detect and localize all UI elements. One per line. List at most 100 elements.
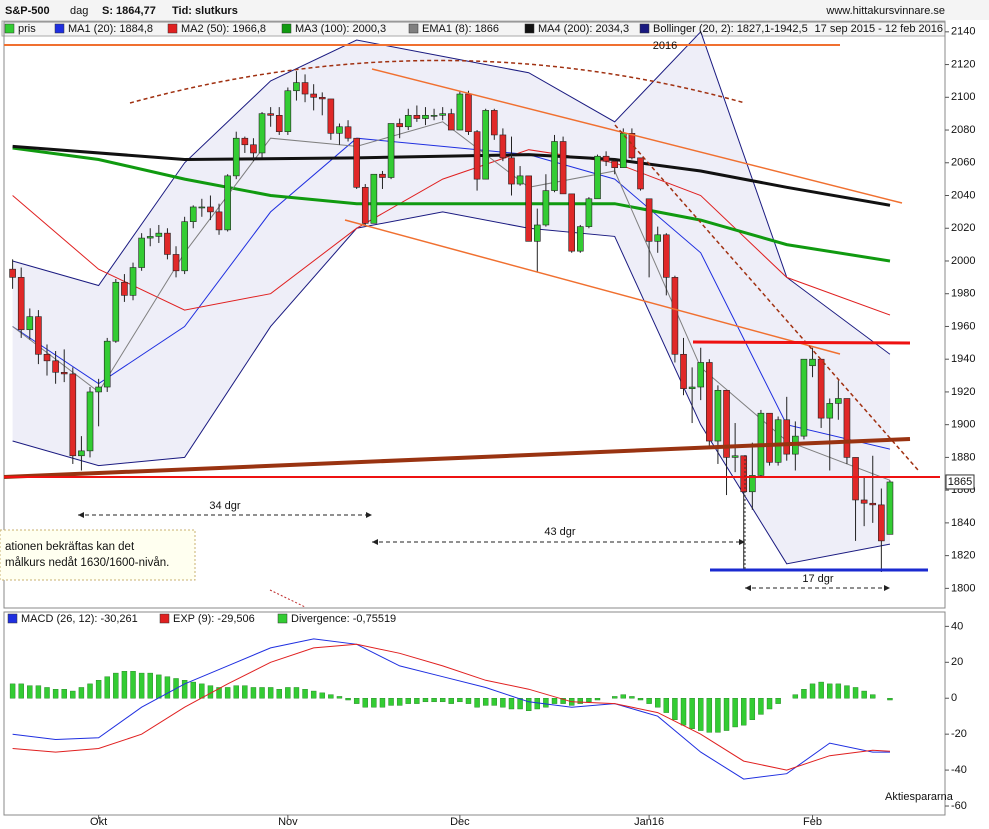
y-tick-label: 1920 — [951, 386, 975, 398]
candle-body — [258, 113, 266, 154]
candle-body — [301, 82, 309, 95]
divergence-bar — [560, 698, 566, 704]
candle-body — [774, 419, 782, 463]
candle-body — [568, 193, 575, 252]
divergence-bar — [766, 698, 773, 710]
y-tick-label: -20 — [951, 728, 967, 740]
candle-body — [878, 504, 885, 542]
legend-label: EMA1 (8): 1866 — [422, 23, 499, 35]
divergence-bar — [27, 685, 33, 699]
candle-body — [645, 198, 653, 242]
y-tick-label: 1980 — [951, 288, 975, 300]
candle-body — [551, 141, 558, 191]
divergence-bar — [199, 683, 205, 699]
y-tick-label: 1900 — [951, 419, 975, 431]
candle-body — [508, 157, 515, 185]
candle-body — [860, 499, 868, 504]
annotation: 17 dgr — [802, 573, 834, 585]
divergence-bar — [818, 681, 824, 699]
divergence-bar — [78, 687, 85, 699]
legend-swatch — [408, 23, 419, 34]
y-tick-label: 1880 — [951, 451, 975, 463]
candle-body — [318, 96, 326, 100]
divergence-bar — [302, 689, 308, 699]
legend-label: MA4 (200): 2034,3 — [538, 23, 629, 35]
legend-label: MA1 (20): 1884,8 — [68, 23, 153, 35]
chart-title: S&P-500 — [5, 5, 50, 17]
candle-body — [809, 358, 816, 367]
y-tick-label: 0 — [951, 692, 957, 704]
y-tick-label: 2100 — [951, 91, 975, 103]
candle-body — [852, 457, 859, 501]
trendline — [269, 589, 306, 608]
candle-body — [688, 386, 696, 389]
divergence-bar — [405, 698, 411, 704]
candle-body — [361, 187, 369, 224]
annotation: 34 dgr — [209, 500, 241, 512]
divergence-bar — [758, 698, 764, 715]
price-frame — [3, 21, 946, 609]
divergence-bar — [439, 698, 446, 703]
candle-body — [310, 93, 317, 98]
candle-body — [654, 234, 662, 242]
candle-body — [628, 133, 636, 159]
legend-swatch — [159, 613, 170, 624]
band-upper — [12, 30, 891, 355]
arc — [129, 59, 746, 104]
ma-line — [12, 137, 891, 450]
legend-swatch — [54, 23, 65, 34]
candle-body — [766, 412, 773, 463]
legend-swatch — [7, 613, 18, 624]
annotation: ationen bekräftas kan det — [5, 541, 135, 553]
divergence-bar — [861, 690, 867, 699]
candle-body — [181, 221, 188, 272]
divergence-bar — [749, 698, 756, 720]
candle-body — [430, 115, 438, 117]
divergence-bar — [534, 698, 540, 710]
candle-body — [379, 173, 386, 178]
divergence-bar — [792, 694, 799, 699]
legend-swatch — [277, 613, 288, 624]
divergence-bar — [594, 698, 601, 701]
divergence-bar — [508, 698, 515, 710]
trendline — [692, 340, 911, 345]
candle-body — [215, 211, 223, 231]
note-box — [0, 529, 196, 581]
candle-body — [129, 267, 137, 296]
y-tick-label: 2020 — [951, 222, 975, 234]
divergence-bar — [448, 698, 454, 704]
candle-body — [267, 113, 274, 116]
divergence-bar — [388, 698, 394, 706]
divergence-bar — [732, 698, 738, 728]
candle-body — [869, 502, 877, 506]
y-tick-label: 2120 — [951, 58, 975, 70]
candle-body — [370, 173, 378, 224]
divergence-bar — [285, 687, 291, 699]
price-tag-label: 1865 — [948, 476, 972, 488]
source: www.hittakursvinnare.se — [825, 5, 945, 17]
divergence-bar — [104, 676, 110, 699]
divergence-bar — [655, 698, 661, 708]
candle-body — [482, 110, 489, 180]
divergence-bar — [775, 698, 781, 704]
candle-body — [344, 126, 352, 139]
divergence-bar — [706, 698, 713, 733]
x-tick-label: Jan16 — [634, 816, 664, 828]
candle-body — [336, 126, 343, 134]
divergence-bar — [181, 680, 188, 699]
divergence-bar — [474, 698, 480, 708]
annotation: 43 dgr — [544, 526, 576, 538]
divergence-bar — [723, 698, 730, 731]
candle-body — [69, 373, 77, 457]
y-tick-label: 1960 — [951, 320, 975, 332]
divergence-bar — [164, 676, 171, 699]
divergence-bar — [835, 683, 842, 699]
divergence-bar — [801, 689, 807, 699]
y-tick-label: -60 — [951, 800, 967, 812]
candle-body — [146, 236, 154, 239]
candle-body — [198, 206, 206, 209]
candle-body — [490, 110, 498, 136]
divergence-bar — [612, 696, 618, 699]
candle-body — [172, 254, 180, 272]
